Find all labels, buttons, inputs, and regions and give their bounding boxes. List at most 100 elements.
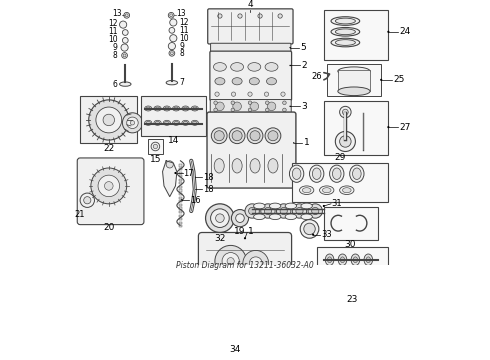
Ellipse shape	[293, 168, 301, 179]
Bar	[179, 211, 182, 213]
Circle shape	[231, 101, 235, 104]
Ellipse shape	[183, 121, 188, 124]
Text: 23: 23	[347, 295, 358, 304]
Circle shape	[153, 144, 158, 149]
Ellipse shape	[338, 272, 347, 283]
Bar	[148, 139, 163, 154]
Ellipse shape	[174, 107, 178, 110]
Circle shape	[266, 101, 269, 104]
Bar	[179, 186, 182, 188]
Text: 30: 30	[344, 240, 356, 249]
Circle shape	[215, 92, 219, 96]
Bar	[179, 165, 182, 167]
FancyBboxPatch shape	[208, 9, 293, 44]
Ellipse shape	[232, 78, 242, 85]
Circle shape	[211, 128, 227, 144]
Ellipse shape	[285, 203, 296, 209]
Ellipse shape	[270, 214, 281, 220]
Text: 29: 29	[334, 153, 345, 162]
Circle shape	[84, 197, 91, 204]
FancyBboxPatch shape	[203, 298, 296, 346]
Circle shape	[214, 101, 218, 104]
Ellipse shape	[214, 63, 226, 71]
Ellipse shape	[302, 188, 311, 193]
Circle shape	[222, 253, 239, 270]
Text: 18: 18	[203, 185, 213, 194]
Text: 24: 24	[399, 27, 411, 36]
Text: 33: 33	[321, 230, 332, 239]
Text: 11: 11	[108, 27, 118, 36]
Circle shape	[247, 128, 263, 144]
Ellipse shape	[343, 188, 351, 193]
Ellipse shape	[327, 257, 332, 262]
Circle shape	[245, 204, 259, 218]
Circle shape	[248, 101, 252, 104]
Ellipse shape	[163, 106, 171, 111]
Text: 12: 12	[179, 18, 189, 27]
Bar	[338, 70, 370, 91]
Circle shape	[96, 107, 122, 133]
Circle shape	[278, 14, 282, 18]
Bar	[292, 163, 389, 202]
Circle shape	[312, 234, 314, 236]
Ellipse shape	[313, 168, 321, 179]
Circle shape	[122, 30, 128, 35]
Text: 4: 4	[247, 0, 253, 9]
Text: 9: 9	[179, 42, 184, 51]
Circle shape	[231, 210, 248, 227]
Circle shape	[125, 14, 128, 17]
Ellipse shape	[172, 106, 180, 111]
Ellipse shape	[146, 107, 150, 110]
Ellipse shape	[335, 29, 355, 35]
Text: 20: 20	[103, 223, 115, 232]
Circle shape	[231, 108, 235, 112]
Text: 34: 34	[229, 345, 241, 354]
Text: 18: 18	[203, 173, 213, 182]
Ellipse shape	[155, 107, 160, 110]
Circle shape	[123, 54, 126, 57]
Ellipse shape	[250, 159, 260, 173]
Circle shape	[211, 209, 229, 228]
Circle shape	[130, 121, 135, 125]
Circle shape	[290, 105, 291, 107]
Ellipse shape	[145, 106, 152, 111]
Circle shape	[265, 207, 271, 215]
Circle shape	[103, 114, 115, 126]
Text: 26: 26	[311, 72, 322, 81]
Circle shape	[89, 100, 129, 140]
Ellipse shape	[340, 186, 354, 194]
Bar	[324, 10, 389, 60]
Circle shape	[265, 92, 269, 96]
Circle shape	[216, 214, 224, 222]
Ellipse shape	[299, 186, 314, 194]
Bar	[179, 200, 182, 202]
Circle shape	[280, 207, 287, 215]
Ellipse shape	[350, 165, 364, 182]
Bar	[179, 182, 182, 184]
Ellipse shape	[301, 214, 313, 220]
Ellipse shape	[172, 120, 180, 125]
Circle shape	[170, 35, 177, 42]
Ellipse shape	[331, 27, 360, 36]
Text: 6: 6	[113, 80, 118, 89]
Ellipse shape	[325, 272, 334, 283]
FancyBboxPatch shape	[77, 158, 144, 225]
Circle shape	[232, 131, 242, 141]
Bar	[324, 207, 378, 240]
Circle shape	[215, 246, 246, 277]
Ellipse shape	[335, 40, 355, 45]
Circle shape	[267, 102, 276, 111]
Circle shape	[127, 117, 138, 129]
Circle shape	[312, 207, 319, 215]
Circle shape	[261, 204, 275, 218]
Circle shape	[181, 199, 183, 201]
Ellipse shape	[366, 257, 370, 262]
Circle shape	[238, 14, 242, 18]
Ellipse shape	[290, 165, 304, 182]
Text: 17: 17	[183, 168, 194, 177]
Ellipse shape	[155, 121, 160, 124]
Bar	[179, 168, 182, 170]
Text: 3: 3	[302, 102, 307, 111]
Bar	[179, 179, 182, 181]
Text: 7: 7	[179, 78, 184, 87]
